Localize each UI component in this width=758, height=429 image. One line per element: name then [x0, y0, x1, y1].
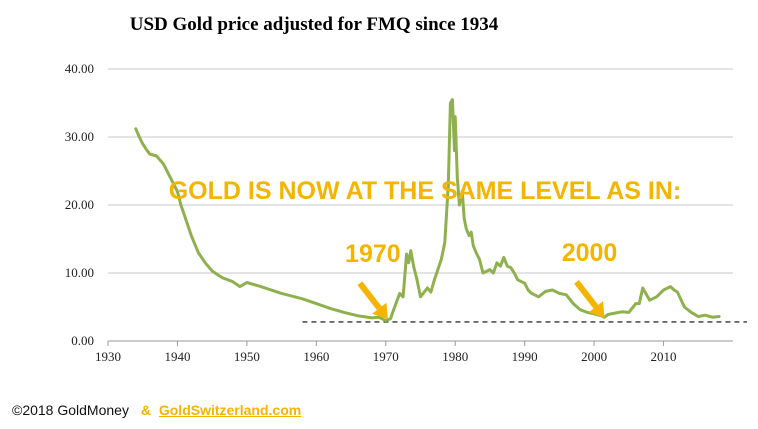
y-tick-label: 40.00 [65, 61, 94, 76]
gold-price-chart: USD Gold price adjusted for FMQ since 19… [65, 14, 747, 364]
x-tick-label: 1960 [303, 349, 329, 364]
headline-banner: GOLD IS NOW AT THE SAME LEVEL AS IN: [169, 177, 682, 205]
ampersand: & [140, 402, 151, 418]
gridlines [108, 68, 733, 274]
x-tick-label: 2000 [581, 349, 607, 364]
x-tick-label: 1970 [373, 349, 399, 364]
x-tick-label: 1980 [442, 349, 468, 364]
x-axis-ticks: 1930 1940 1950 1960 1970 1980 1990 2000 2010 [95, 341, 677, 364]
series-line-gold-price [134, 98, 721, 323]
y-tick-label: 10.00 [65, 265, 94, 280]
x-tick-label: 1940 [164, 349, 190, 364]
y-axis-ticks: 0.00 10.00 20.00 30.00 40.00 [65, 61, 94, 348]
x-tick-label: 1930 [95, 349, 121, 364]
footer: ©2018 GoldMoney & GoldSwitzerland.com [12, 402, 301, 418]
chart-title: USD Gold price adjusted for FMQ since 19… [130, 14, 499, 35]
x-tick-label: 1950 [234, 349, 260, 364]
callouts: 1970 2000 [345, 239, 618, 320]
x-tick-label: 1990 [512, 349, 538, 364]
callout-arrow-shaft [574, 280, 599, 309]
callout-arrow-head [588, 301, 605, 318]
x-tick-label: 2010 [651, 349, 677, 364]
callout-label-2000: 2000 [562, 239, 618, 267]
callout-label-1970: 1970 [345, 240, 401, 268]
goldswitzerland-link[interactable]: GoldSwitzerland.com [158, 402, 302, 418]
copyright-text: ©2018 GoldMoney [12, 402, 129, 418]
y-tick-label: 0.00 [71, 333, 94, 348]
y-tick-label: 20.00 [65, 197, 94, 212]
callout-arrow-shaft [357, 281, 382, 311]
callout-arrow-head [372, 302, 388, 320]
y-tick-label: 30.00 [65, 129, 94, 144]
